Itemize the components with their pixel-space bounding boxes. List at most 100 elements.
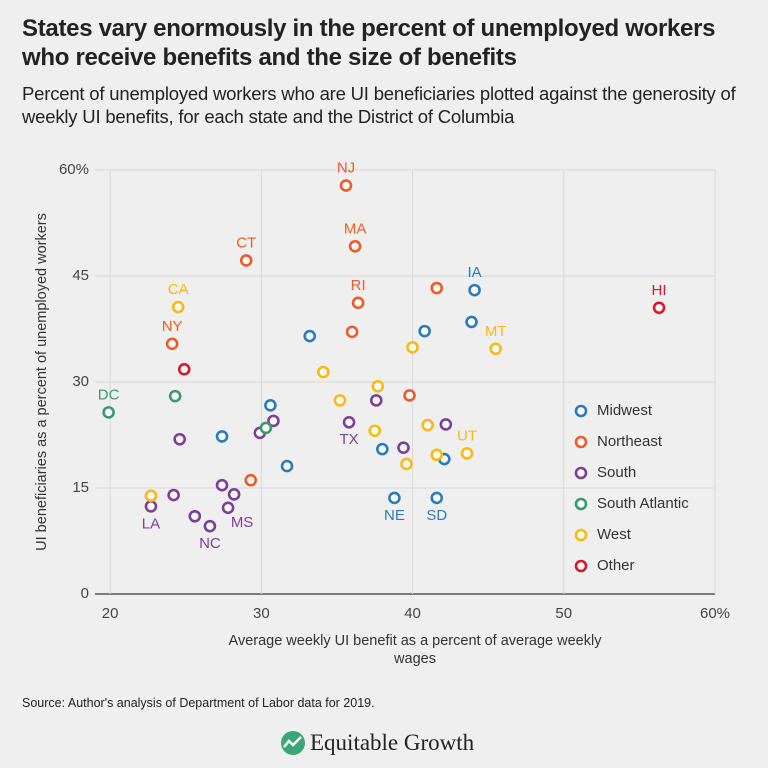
legend-label: South (597, 464, 636, 481)
point (400, 457, 413, 471)
point (203, 519, 217, 533)
data-label: NY (162, 318, 183, 335)
point (177, 362, 191, 376)
legend-marker (574, 404, 588, 418)
point (421, 418, 434, 432)
y-tick-label: 30 (72, 373, 89, 390)
data-label: LA (142, 515, 160, 532)
data-label: CT (236, 234, 256, 251)
point (280, 459, 294, 473)
point (339, 179, 353, 192)
data-label: DC (98, 386, 120, 403)
data-label: MA (344, 220, 367, 237)
point (215, 478, 229, 492)
brand: Equitable Growth (310, 730, 475, 755)
point (345, 325, 359, 339)
point (171, 300, 185, 314)
y-axis-label: UI beneficiaries as a percent of unemplo… (34, 213, 50, 551)
point (368, 424, 382, 438)
data-label: CA (168, 281, 189, 298)
point (267, 414, 280, 428)
point (430, 448, 444, 462)
point (227, 488, 241, 501)
point (465, 315, 478, 329)
logo-circle (281, 731, 305, 755)
legend-label: South Atlantic (597, 495, 689, 512)
point (397, 441, 410, 455)
point (221, 501, 235, 515)
chart-subtitle: Percent of unemployed workers who are UI… (22, 83, 736, 127)
x-tick-label: 60% (700, 605, 730, 622)
point (460, 447, 474, 460)
data-label: NJ (337, 160, 355, 177)
data-label: UT (457, 427, 477, 444)
legend-label: Northeast (597, 433, 663, 450)
point (173, 432, 186, 446)
point (168, 389, 182, 403)
legend-label: Midwest (597, 402, 653, 419)
point (489, 342, 503, 356)
data-label: RI (351, 277, 366, 294)
point (369, 394, 383, 407)
point (188, 509, 202, 523)
point (264, 399, 277, 412)
grid (95, 169, 716, 595)
point (342, 415, 356, 429)
data-label: MS (231, 514, 254, 531)
point (652, 301, 666, 315)
y-tick-label: 45 (72, 267, 89, 284)
point (239, 254, 253, 267)
data-label: TX (339, 431, 358, 448)
point (144, 500, 158, 513)
point (468, 283, 481, 297)
point (439, 418, 453, 431)
point (430, 281, 444, 295)
data-label: MT (485, 323, 507, 340)
legend-marker (574, 466, 588, 480)
point (259, 421, 273, 435)
logo-arrow (283, 736, 302, 748)
point (102, 406, 115, 419)
chart-title: States vary enormously in the percent of… (22, 15, 716, 71)
data-label: HI (652, 282, 667, 299)
point (165, 337, 179, 351)
point (317, 365, 330, 379)
point (406, 341, 419, 354)
point (388, 491, 401, 505)
data-label: SD (426, 507, 447, 524)
point (144, 489, 158, 503)
point (403, 389, 416, 402)
legend-marker (574, 497, 588, 511)
x-axis-label: Average weekly UI benefit as a percent o… (228, 633, 602, 667)
data-label: NE (384, 507, 405, 524)
point (418, 324, 431, 338)
point (430, 491, 444, 505)
legend-label: Other (597, 557, 635, 574)
source: Source: Author's analysis of Department … (22, 696, 375, 710)
x-tick-label: 50 (555, 605, 572, 622)
point (333, 394, 347, 407)
point (348, 240, 362, 253)
point (371, 379, 385, 393)
legend-marker (574, 528, 588, 542)
x-tick-label: 20 (102, 605, 119, 622)
y-tick-label: 0 (81, 585, 89, 602)
point (351, 296, 365, 310)
legend-marker (574, 559, 588, 573)
point (167, 488, 180, 502)
legend-label: West (597, 526, 632, 543)
data-label: NC (199, 535, 221, 552)
point (376, 442, 389, 456)
point (215, 430, 229, 443)
x-tick-label: 40 (404, 605, 421, 622)
data-label: IA (467, 264, 481, 281)
point (244, 473, 258, 487)
legend-marker (574, 435, 588, 449)
x-tick-label: 30 (253, 605, 270, 622)
y-tick-label: 15 (72, 479, 89, 496)
y-tick-label: 60% (59, 161, 89, 178)
logo (281, 731, 305, 755)
point (303, 329, 317, 343)
